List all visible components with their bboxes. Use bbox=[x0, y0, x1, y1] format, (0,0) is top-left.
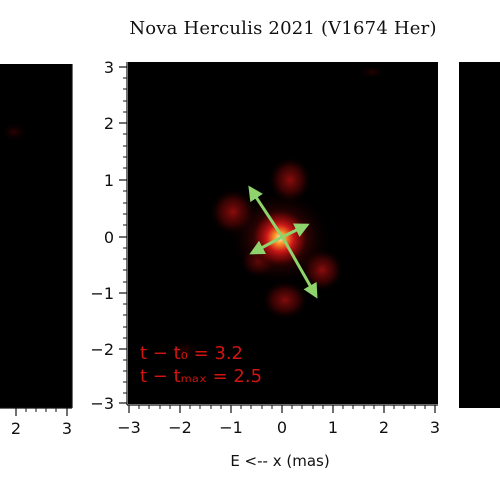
x-tick-label: −2 bbox=[168, 418, 192, 437]
x-tick-label: −1 bbox=[219, 418, 243, 437]
x-tick-label: 1 bbox=[328, 418, 338, 437]
arrow bbox=[279, 223, 310, 240]
arrow bbox=[248, 185, 285, 239]
figure-title: Nova Herculis 2021 (V1674 Her) bbox=[129, 18, 437, 39]
arrow bbox=[281, 237, 318, 299]
right-panel-image bbox=[459, 62, 500, 408]
x-axis-label: E <-- x (mas) bbox=[230, 452, 329, 470]
y-tick-label: 3 bbox=[104, 58, 114, 77]
center-panel: 3 2 1 0 −1 −2 −3 −3 bbox=[90, 58, 440, 470]
left-panel: 2 3 bbox=[0, 64, 73, 438]
y-tick-label: 1 bbox=[104, 171, 114, 190]
emission-lobe bbox=[261, 280, 309, 320]
y-tick-label: 2 bbox=[104, 114, 114, 133]
y-tick-label: −2 bbox=[90, 340, 114, 359]
epoch-line-2: t − tₘₐₓ = 2.5 bbox=[140, 366, 262, 387]
y-tick-label: −3 bbox=[90, 394, 114, 413]
right-panel bbox=[459, 62, 500, 408]
epoch-annotation: t − t₀ = 3.2 t − tₘₐₓ = 2.5 bbox=[140, 343, 262, 387]
x-tick-label: 3 bbox=[430, 418, 440, 437]
left-x-tick-label: 2 bbox=[11, 419, 21, 438]
x-tick-label: 2 bbox=[379, 418, 389, 437]
left-panel-x-ticks: 2 3 bbox=[11, 408, 72, 438]
y-tick-label: 0 bbox=[104, 228, 114, 247]
epoch-line-1: t − t₀ = 3.2 bbox=[140, 343, 243, 364]
y-axis: 3 2 1 0 −1 −2 −3 bbox=[90, 58, 127, 413]
left-panel-image bbox=[0, 64, 72, 408]
expansion-arrows bbox=[248, 185, 318, 299]
arrow bbox=[249, 236, 281, 255]
y-tick-label: −1 bbox=[90, 284, 114, 303]
x-tick-label: −3 bbox=[117, 418, 141, 437]
x-tick-label: 0 bbox=[277, 418, 287, 437]
left-x-tick-label: 3 bbox=[62, 419, 72, 438]
x-axis: −3 −2 −1 0 1 2 3 E <-- x (mas) bbox=[117, 405, 440, 470]
